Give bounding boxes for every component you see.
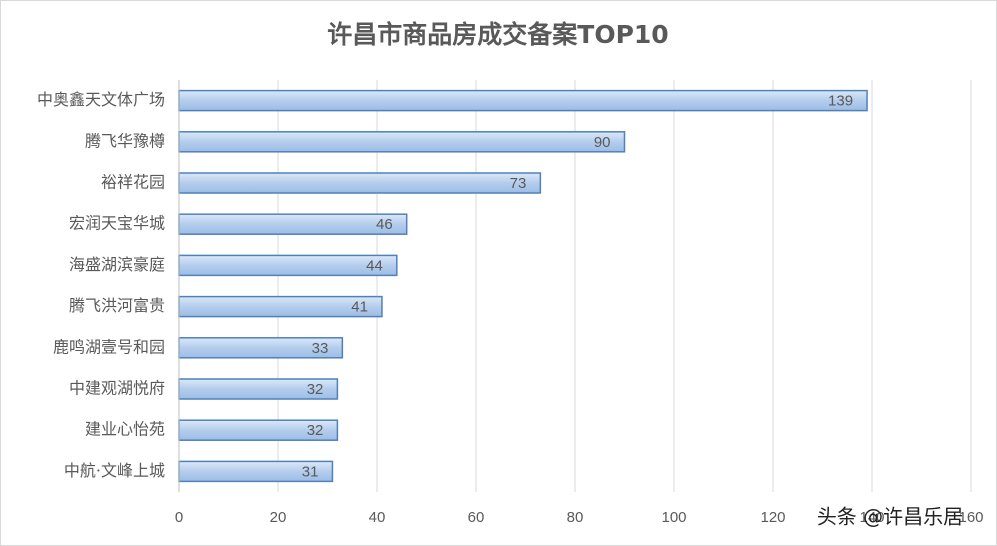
value-label: 139 — [828, 93, 853, 110]
y-tick-label: 中建观湖悦府 — [69, 379, 165, 398]
x-tick-label: 20 — [270, 509, 287, 526]
x-tick-label: 80 — [567, 509, 584, 526]
watermark: 头条 @许昌乐居 — [817, 505, 963, 529]
value-label: 73 — [510, 175, 527, 192]
y-tick-label: 裕祥花园 — [101, 173, 165, 192]
x-tick-label: 0 — [175, 509, 183, 526]
y-tick-label: 中奥鑫天文体广场 — [37, 90, 165, 109]
bar — [178, 131, 626, 153]
bar — [178, 89, 868, 112]
value-label: 32 — [307, 381, 324, 398]
y-tick-label: 建业心怡苑 — [85, 420, 165, 439]
value-label: 90 — [594, 134, 611, 151]
x-tick-label: 160 — [958, 509, 983, 526]
value-label: 31 — [302, 463, 319, 480]
y-tick-label: 腾飞洪河富贵 — [69, 296, 165, 315]
x-tick-label: 120 — [760, 509, 785, 526]
bar — [178, 213, 408, 235]
y-tick-label: 中航·文峰上城 — [64, 461, 165, 480]
bar — [178, 254, 398, 277]
x-tick-label: 100 — [661, 509, 686, 526]
y-tick-label: 腾飞华豫樽 — [85, 131, 165, 150]
value-label: 32 — [307, 422, 324, 439]
value-label: 33 — [312, 340, 329, 357]
bar — [178, 172, 542, 194]
chart-title: 许昌市商品房成交备案TOP10 — [327, 20, 668, 49]
y-tick-label: 宏润天宝华城 — [69, 214, 165, 233]
x-tick-label: 60 — [468, 509, 485, 526]
x-tick-label: 140 — [859, 509, 884, 526]
y-tick-label: 鹿鸣湖壹号和园 — [53, 337, 165, 356]
x-tick-label: 40 — [369, 509, 386, 526]
y-tick-label: 海盛湖滨豪庭 — [69, 255, 165, 274]
value-label: 41 — [351, 299, 368, 316]
value-label: 44 — [366, 257, 383, 274]
value-label: 46 — [376, 216, 393, 233]
